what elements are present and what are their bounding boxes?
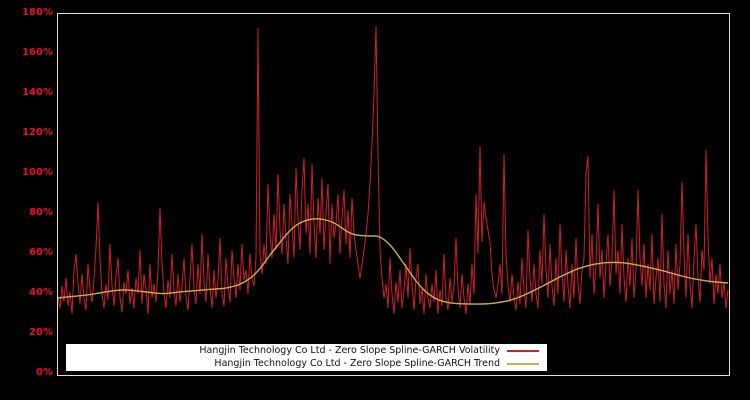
y-axis-tick-label: 120% bbox=[22, 127, 53, 138]
legend-entry: Hangjin Technology Co Ltd - Zero Slope S… bbox=[66, 358, 547, 371]
y-axis-tick-label: 100% bbox=[22, 167, 53, 178]
y-axis-tick-label: 60% bbox=[29, 247, 53, 258]
y-axis-tick-label: 0% bbox=[36, 367, 53, 378]
y-axis: 0% 20% 40% 60% 80% 100% 120% 140% 160% 180% bbox=[0, 0, 53, 400]
legend-entry: Hangjin Technology Co Ltd - Zero Slope S… bbox=[66, 345, 547, 358]
chart-series-svg bbox=[58, 25, 729, 315]
y-axis-tick-label: 140% bbox=[22, 87, 53, 98]
volatility-series-line bbox=[58, 25, 729, 315]
legend-line-swatch bbox=[507, 350, 539, 352]
trend-series-line bbox=[58, 218, 729, 305]
y-axis-tick-label: 40% bbox=[29, 287, 53, 298]
y-axis-tick-label: 160% bbox=[22, 47, 53, 58]
y-axis-tick-label: 20% bbox=[29, 327, 53, 338]
y-axis-tick-label: 80% bbox=[29, 207, 53, 218]
legend-line-swatch bbox=[507, 363, 539, 365]
legend-entry-label: Hangjin Technology Co Ltd - Zero Slope S… bbox=[214, 358, 500, 369]
plot-area bbox=[57, 13, 730, 376]
y-axis-tick-label: 180% bbox=[22, 7, 53, 18]
legend-box: Hangjin Technology Co Ltd - Zero Slope S… bbox=[66, 344, 547, 371]
legend-entry-label: Hangjin Technology Co Ltd - Zero Slope S… bbox=[199, 345, 500, 356]
